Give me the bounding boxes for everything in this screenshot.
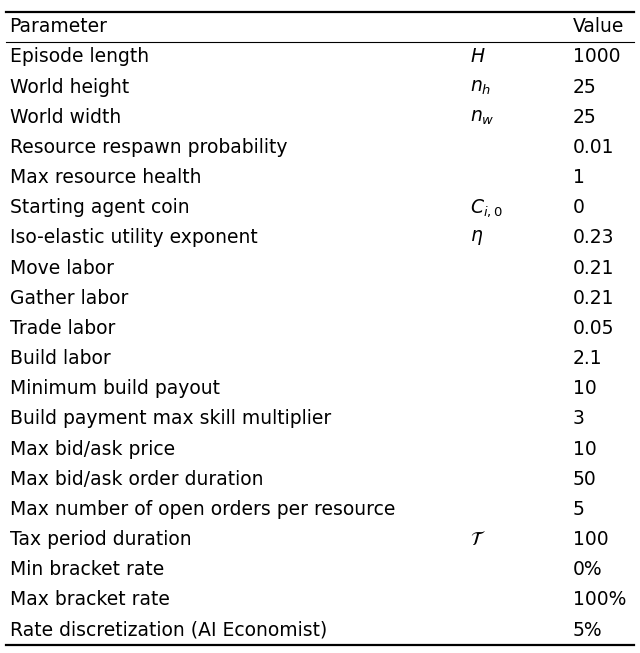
Text: Max resource health: Max resource health bbox=[10, 168, 201, 187]
Text: $H$: $H$ bbox=[470, 48, 486, 67]
Text: Trade labor: Trade labor bbox=[10, 319, 115, 338]
Text: Value: Value bbox=[573, 18, 624, 37]
Text: 5: 5 bbox=[573, 500, 585, 519]
Text: Iso-elastic utility exponent: Iso-elastic utility exponent bbox=[10, 229, 257, 247]
Text: Episode length: Episode length bbox=[10, 48, 148, 67]
Text: World height: World height bbox=[10, 78, 129, 97]
Text: 100: 100 bbox=[573, 530, 609, 549]
Text: Max bid/ask price: Max bid/ask price bbox=[10, 439, 175, 458]
Text: Min bracket rate: Min bracket rate bbox=[10, 560, 164, 579]
Text: Tax period duration: Tax period duration bbox=[10, 530, 191, 549]
Text: Max bid/ask order duration: Max bid/ask order duration bbox=[10, 470, 263, 489]
Text: 0.21: 0.21 bbox=[573, 259, 614, 278]
Text: Move labor: Move labor bbox=[10, 259, 114, 278]
Text: 0%: 0% bbox=[573, 560, 602, 579]
Text: 0.21: 0.21 bbox=[573, 289, 614, 308]
Text: Parameter: Parameter bbox=[10, 18, 108, 37]
Text: $n_w$: $n_w$ bbox=[470, 108, 495, 127]
Text: $n_h$: $n_h$ bbox=[470, 78, 492, 97]
Text: 1: 1 bbox=[573, 168, 585, 187]
Text: Starting agent coin: Starting agent coin bbox=[10, 199, 189, 217]
Text: $\eta$: $\eta$ bbox=[470, 229, 484, 247]
Text: Build labor: Build labor bbox=[10, 349, 110, 368]
Text: Rate discretization (AI Economist): Rate discretization (AI Economist) bbox=[10, 620, 327, 639]
Text: Resource respawn probability: Resource respawn probability bbox=[10, 138, 287, 157]
Text: 1000: 1000 bbox=[573, 48, 620, 67]
Text: 0.01: 0.01 bbox=[573, 138, 614, 157]
Text: 5%: 5% bbox=[573, 620, 602, 639]
Text: $\mathcal{T}$: $\mathcal{T}$ bbox=[470, 530, 486, 549]
Text: Build payment max skill multiplier: Build payment max skill multiplier bbox=[10, 409, 331, 428]
Text: Max number of open orders per resource: Max number of open orders per resource bbox=[10, 500, 395, 519]
Text: 2.1: 2.1 bbox=[573, 349, 602, 368]
Text: 0.05: 0.05 bbox=[573, 319, 614, 338]
Text: $C_{i,0}$: $C_{i,0}$ bbox=[470, 197, 504, 219]
Text: 25: 25 bbox=[573, 78, 596, 97]
Text: 3: 3 bbox=[573, 409, 585, 428]
Text: Gather labor: Gather labor bbox=[10, 289, 128, 308]
Text: Max bracket rate: Max bracket rate bbox=[10, 590, 170, 609]
Text: 100%: 100% bbox=[573, 590, 626, 609]
Text: 50: 50 bbox=[573, 470, 596, 489]
Text: 0: 0 bbox=[573, 199, 585, 217]
Text: 25: 25 bbox=[573, 108, 596, 127]
Text: 10: 10 bbox=[573, 379, 596, 398]
Text: 10: 10 bbox=[573, 439, 596, 458]
Text: Minimum build payout: Minimum build payout bbox=[10, 379, 220, 398]
Text: World width: World width bbox=[10, 108, 121, 127]
Text: 0.23: 0.23 bbox=[573, 229, 614, 247]
